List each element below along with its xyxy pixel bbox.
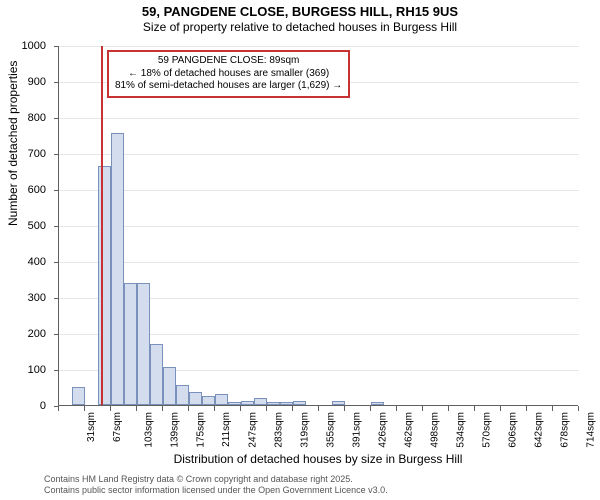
x-tick-label: 139sqm (170, 412, 181, 448)
histogram-bar (176, 385, 189, 405)
y-gridline (59, 226, 579, 227)
histogram-bar (332, 401, 345, 405)
x-tick (110, 406, 111, 411)
histogram-bar (267, 402, 280, 405)
x-tick (266, 406, 267, 411)
footer-attribution: Contains HM Land Registry data © Crown c… (44, 474, 388, 496)
histogram-bar (150, 344, 163, 405)
x-tick (344, 406, 345, 411)
chart-area: 59 PANGDENE CLOSE: 89sqm← 18% of detache… (58, 46, 578, 406)
y-tick-label: 500 (28, 220, 46, 232)
footer-line-1: Contains HM Land Registry data © Crown c… (44, 474, 388, 485)
histogram-bar (293, 401, 306, 405)
x-tick-label: 211sqm (221, 412, 232, 447)
y-gridline (59, 46, 579, 47)
x-tick (370, 406, 371, 411)
x-tick-label: 606sqm (507, 412, 518, 448)
y-tick-label: 100 (28, 364, 46, 376)
footer-line-2: Contains public sector information licen… (44, 485, 388, 496)
histogram-bar (371, 402, 384, 405)
x-tick-label: 498sqm (429, 412, 440, 448)
x-tick-label: 31sqm (86, 412, 97, 442)
x-tick-label: 462sqm (403, 412, 414, 448)
x-tick-label: 355sqm (326, 412, 337, 448)
histogram-bar (137, 283, 150, 405)
chart-container: 59, PANGDENE CLOSE, BURGESS HILL, RH15 9… (0, 0, 600, 500)
y-tick-label: 300 (28, 292, 46, 304)
x-tick (578, 406, 579, 411)
annotation-line: ← 18% of detached houses are smaller (36… (115, 68, 342, 81)
x-tick-label: 642sqm (533, 412, 544, 448)
x-tick-label: 570sqm (481, 412, 492, 448)
x-tick (422, 406, 423, 411)
histogram-bar (163, 367, 176, 405)
title-block: 59, PANGDENE CLOSE, BURGESS HILL, RH15 9… (0, 0, 600, 34)
histogram-bar (215, 394, 228, 405)
histogram-bar (228, 402, 241, 405)
y-axis-label: Number of detached properties (6, 61, 20, 226)
x-tick (214, 406, 215, 411)
histogram-bar (202, 396, 215, 405)
x-tick (58, 406, 59, 411)
y-gridline (59, 154, 579, 155)
title-main: 59, PANGDENE CLOSE, BURGESS HILL, RH15 9… (0, 4, 600, 19)
y-gridline (59, 262, 579, 263)
histogram-bar (254, 398, 267, 405)
x-tick-label: 714sqm (586, 412, 597, 448)
x-tick-label: 534sqm (455, 412, 466, 448)
y-tick-label: 400 (28, 256, 46, 268)
x-tick-label: 678sqm (560, 412, 571, 448)
y-tick-label: 700 (28, 148, 46, 160)
x-tick (188, 406, 189, 411)
x-tick-label: 391sqm (352, 412, 363, 448)
x-tick-label: 67sqm (112, 412, 123, 442)
x-tick (500, 406, 501, 411)
x-tick (396, 406, 397, 411)
x-tick-label: 283sqm (274, 412, 285, 448)
y-tick-label: 0 (40, 400, 46, 412)
histogram-bar (189, 392, 202, 405)
title-sub: Size of property relative to detached ho… (0, 20, 600, 34)
annotation-box: 59 PANGDENE CLOSE: 89sqm← 18% of detache… (107, 50, 350, 98)
reference-line (101, 46, 103, 405)
x-tick (318, 406, 319, 411)
histogram-bar (111, 133, 124, 405)
x-tick (240, 406, 241, 411)
y-tick-label: 200 (28, 328, 46, 340)
x-tick (474, 406, 475, 411)
annotation-line: 59 PANGDENE CLOSE: 89sqm (115, 55, 342, 68)
y-tick-label: 900 (28, 76, 46, 88)
x-tick-label: 103sqm (144, 412, 155, 448)
y-tick-labels: 01002003004005006007008009001000 (50, 46, 58, 406)
x-tick (526, 406, 527, 411)
histogram-bar (241, 401, 254, 405)
x-tick (448, 406, 449, 411)
x-tick (552, 406, 553, 411)
x-tick-label: 426sqm (377, 412, 388, 448)
plot-area: 59 PANGDENE CLOSE: 89sqm← 18% of detache… (58, 46, 578, 406)
y-gridline (59, 190, 579, 191)
x-tick (292, 406, 293, 411)
x-axis-label: Distribution of detached houses by size … (58, 452, 578, 466)
histogram-bar (280, 402, 293, 405)
histogram-bar (72, 387, 85, 405)
y-tick-label: 800 (28, 112, 46, 124)
y-tick-label: 600 (28, 184, 46, 196)
x-tick-label: 319sqm (300, 412, 311, 448)
x-tick (136, 406, 137, 411)
x-tick-labels: 31sqm 67sqm 103sqm 139sqm 175sqm 211sqm 247sqm… (58, 406, 578, 456)
y-tick-label: 1000 (22, 40, 46, 52)
x-tick (84, 406, 85, 411)
x-tick-label: 247sqm (248, 412, 259, 448)
histogram-bar (124, 283, 137, 405)
x-tick-label: 175sqm (196, 412, 207, 448)
y-gridline (59, 118, 579, 119)
annotation-line: 81% of semi-detached houses are larger (… (115, 80, 342, 93)
x-tick (162, 406, 163, 411)
